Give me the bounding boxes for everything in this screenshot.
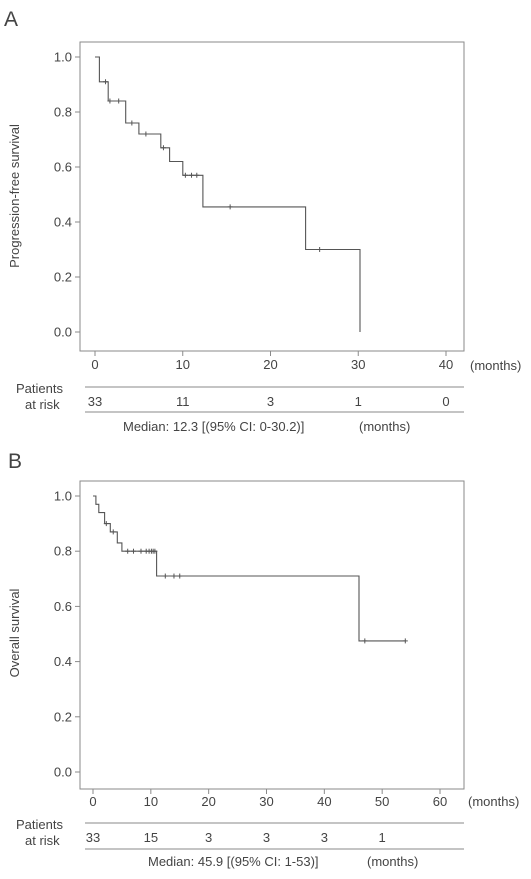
y-tick-label: 0.4 — [54, 215, 72, 230]
x-tick-label: 10 — [144, 794, 158, 809]
risk-count: 1 — [379, 830, 386, 845]
y-tick-label: 0.2 — [54, 270, 72, 285]
y-tick-label: 0.6 — [54, 160, 72, 175]
panel-b-y-ticks: 0.0 0.2 0.4 0.6 0.8 1.0 — [54, 489, 80, 780]
y-tick-label: 0.0 — [54, 765, 72, 780]
risk-count: 3 — [205, 830, 212, 845]
y-tick-label: 0.8 — [54, 544, 72, 559]
x-tick-label: 10 — [176, 357, 190, 372]
risk-count: 11 — [176, 394, 190, 409]
y-tick-label: 0.8 — [54, 105, 72, 120]
panel-b-survival-curve — [93, 495, 406, 642]
x-tick-label: 60 — [433, 794, 447, 809]
panel-a-plot-frame — [79, 41, 465, 352]
x-tick-label: 40 — [317, 794, 331, 809]
risk-count: 15 — [144, 830, 158, 845]
panel-a-risk-label-line2: at risk — [25, 397, 60, 412]
panel-b-median-text: Median: 45.9 [(95% CI: 1-53)] — [148, 854, 319, 869]
panel-b-x-unit-label: (months) — [468, 794, 519, 809]
panel-a-risk-counts: 33 11 3 1 0 — [88, 394, 450, 409]
panel-a-survival-curve — [95, 56, 361, 332]
risk-count: 3 — [263, 830, 270, 845]
panel-a-median-text: Median: 12.3 [(95% CI: 0-30.2)] — [123, 419, 304, 434]
x-tick-label: 30 — [259, 794, 273, 809]
y-tick-label: 1.0 — [54, 489, 72, 504]
x-tick-label: 20 — [263, 357, 277, 372]
panel-b-median-unit: (months) — [367, 854, 418, 869]
x-tick-label: 30 — [351, 357, 365, 372]
x-tick-label: 20 — [201, 794, 215, 809]
panel-a-censor-marks — [103, 79, 323, 252]
y-tick-label: 0.0 — [54, 325, 72, 340]
panel-b-risk-label-line2: at risk — [25, 833, 60, 848]
panel-a: A Progression-free survival (months) 0.0… — [4, 8, 521, 434]
panel-a-y-ticks: 0.0 0.2 0.4 0.6 0.8 1.0 — [54, 50, 80, 340]
panel-b-risk-counts: 33 15 3 3 3 1 — [86, 830, 386, 845]
y-tick-label: 1.0 — [54, 50, 72, 65]
risk-count: 33 — [88, 394, 102, 409]
x-tick-label: 0 — [89, 794, 96, 809]
panel-b-risk-table: Patients at risk 33 15 3 3 3 1 Median: 45.9 [… — [16, 817, 464, 869]
risk-count: 33 — [86, 830, 100, 845]
panel-a-risk-label-line1: Patients — [16, 381, 63, 396]
panel-a-y-axis-label: Progression-free survival — [7, 124, 22, 268]
panel-a-median-unit: (months) — [359, 419, 410, 434]
panel-b-plot-frame — [79, 480, 465, 790]
x-tick-label: 0 — [91, 357, 98, 372]
risk-count: 3 — [267, 394, 274, 409]
y-tick-label: 0.6 — [54, 599, 72, 614]
panel-a-risk-table: Patients at risk 33 11 3 1 0 Median: 12.3 [(… — [16, 381, 464, 434]
panel-b-label: B — [8, 450, 22, 473]
survival-step-line — [93, 495, 406, 642]
survival-step-line — [95, 56, 361, 332]
panel-b-y-axis-label: Overall survival — [7, 588, 22, 677]
panel-b-censor-marks — [103, 521, 408, 644]
panel-a-x-ticks: 0 10 20 30 40 — [91, 351, 453, 372]
risk-count: 1 — [355, 394, 362, 409]
panel-a-x-unit-label: (months) — [470, 358, 521, 373]
x-tick-label: 40 — [439, 357, 453, 372]
panel-b: B Overall survival (months) 0.0 0.2 0.4 0.6… — [7, 450, 519, 869]
panel-b-x-ticks: 0 10 20 30 40 50 60 — [89, 789, 447, 809]
y-tick-label: 0.4 — [54, 654, 72, 669]
x-tick-label: 50 — [375, 794, 389, 809]
panel-b-risk-label-line1: Patients — [16, 817, 63, 832]
panel-a-label: A — [4, 8, 18, 31]
risk-count: 0 — [442, 394, 449, 409]
risk-count: 3 — [321, 830, 328, 845]
y-tick-label: 0.2 — [54, 709, 72, 724]
